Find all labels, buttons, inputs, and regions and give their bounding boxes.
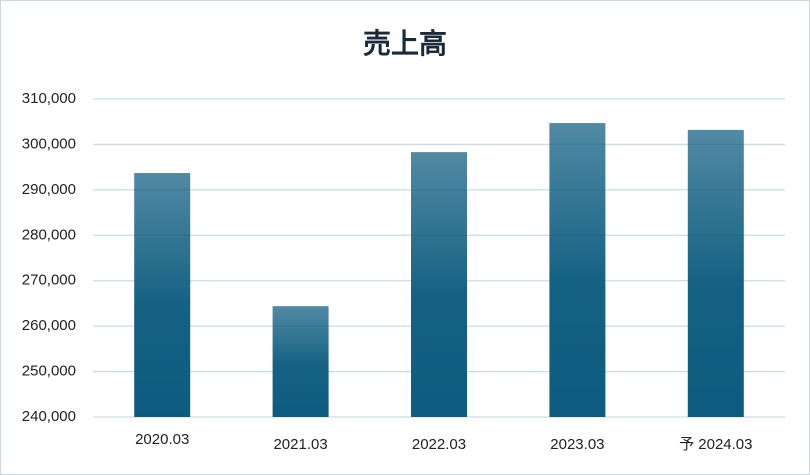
x-tick-label: 2020.03 (135, 431, 189, 448)
x-tick-label: 2023.03 (550, 436, 604, 453)
y-tick-label: 260,000 (22, 317, 76, 334)
bar (549, 123, 606, 417)
y-tick-label: 300,000 (22, 135, 76, 152)
x-tick-label: 予 2024.03 (679, 436, 752, 453)
y-tick-label: 280,000 (22, 226, 76, 243)
y-tick-label: 310,000 (22, 90, 76, 107)
y-tick-label: 270,000 (22, 272, 76, 289)
bar (411, 152, 467, 417)
x-tick-label: 2021.03 (273, 436, 327, 453)
x-tick-label: 2022.03 (412, 436, 466, 453)
bar (687, 129, 744, 418)
y-tick-label: 250,000 (22, 363, 76, 380)
y-tick-label: 290,000 (22, 181, 76, 198)
chart-title: 売上高 (363, 27, 447, 60)
bar (134, 173, 191, 417)
bar (272, 306, 329, 417)
y-tick-label: 240,000 (22, 408, 76, 425)
